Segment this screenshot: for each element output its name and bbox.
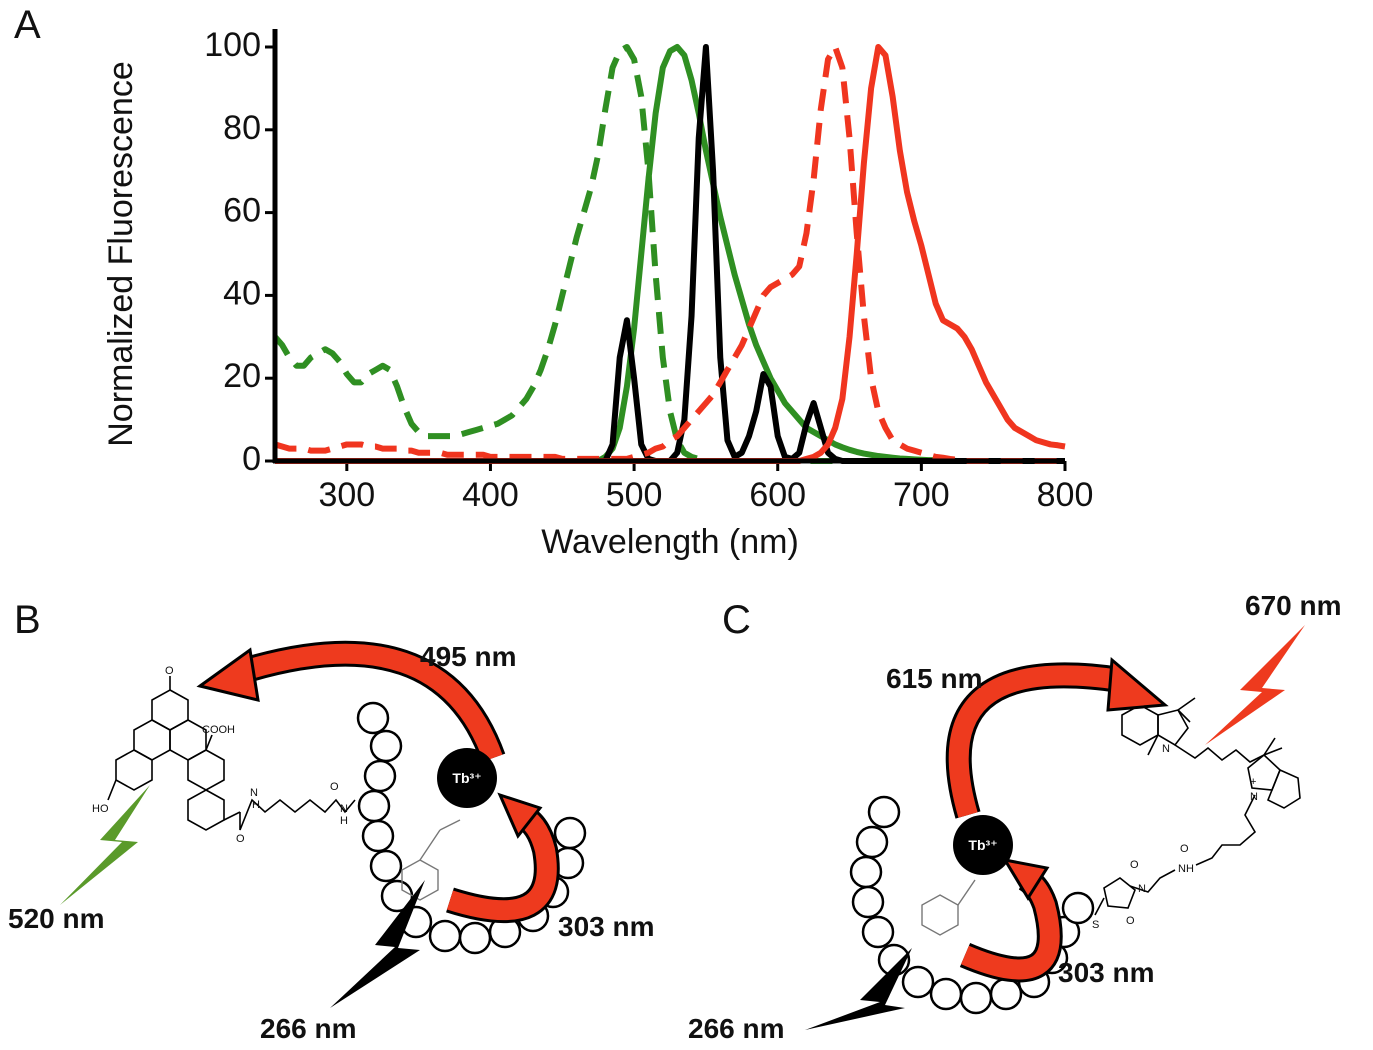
lightning bbox=[805, 948, 912, 1030]
atom-label: S bbox=[1092, 919, 1099, 931]
arrow-head bbox=[196, 647, 260, 702]
lightning bbox=[60, 785, 150, 905]
atom-label: + bbox=[1250, 776, 1256, 788]
series-line bbox=[272, 44, 1065, 464]
fluorescein: O COOH HO O N H O N H bbox=[92, 665, 356, 845]
atom-label: COOH bbox=[202, 724, 235, 736]
wavelength-label: 520 nm bbox=[8, 903, 105, 934]
x-tick-label: 300 bbox=[318, 476, 375, 514]
x-tick-label: 600 bbox=[749, 476, 806, 514]
atom-label: H bbox=[252, 799, 260, 811]
atom-label: N bbox=[1162, 743, 1170, 755]
wavelength-label: 670 nm bbox=[1245, 590, 1342, 621]
wavelength-label: 303 nm bbox=[558, 911, 655, 942]
series-line bbox=[274, 44, 1065, 464]
y-tick-label: 0 bbox=[242, 440, 261, 478]
lightning bbox=[330, 880, 425, 1008]
x-tick-label: 800 bbox=[1037, 476, 1094, 514]
wavelength-label: 266 nm bbox=[260, 1013, 357, 1044]
y-tick-label: 60 bbox=[223, 192, 261, 230]
diagram-c: N N + NH O O N O S Tb³⁺ bbox=[688, 590, 1342, 1044]
arrow-head bbox=[1106, 656, 1169, 712]
atom-label: O bbox=[236, 833, 245, 845]
panel-label: A bbox=[14, 3, 41, 47]
atom-label: N bbox=[340, 803, 348, 815]
cyanine-dye: N N + NH O O N O S bbox=[1092, 697, 1301, 931]
atom-label: N bbox=[1138, 883, 1146, 895]
x-tick-label: 700 bbox=[893, 476, 950, 514]
atom-label: N bbox=[250, 787, 258, 799]
terbium-ion bbox=[437, 748, 497, 808]
x-tick-label: 400 bbox=[462, 476, 519, 514]
wavelength-label: 303 nm bbox=[1058, 957, 1155, 988]
atom-label: O bbox=[1126, 915, 1135, 927]
panel-label: B bbox=[14, 598, 41, 642]
wavelength-label: 266 nm bbox=[688, 1013, 785, 1044]
atom-label: NH bbox=[1178, 863, 1194, 875]
panel-label: C bbox=[722, 598, 751, 642]
atom-label: O bbox=[1130, 859, 1139, 871]
diagram-b: O COOH HO O N H O N H bbox=[8, 640, 655, 1044]
terbium-label: Tb³⁺ bbox=[968, 837, 997, 853]
y-tick-label: 100 bbox=[204, 26, 261, 64]
y-tick-label: 20 bbox=[223, 357, 261, 395]
atom-label: HO bbox=[92, 803, 109, 815]
atom-label: O bbox=[165, 665, 174, 677]
atom-label: O bbox=[1180, 843, 1189, 855]
arrow-head bbox=[497, 792, 543, 839]
spectra-chart: 0 20 40 60 80 100 300 400 500 600 700 800 Wavelength… bbox=[102, 26, 1093, 561]
atom-label: O bbox=[330, 781, 339, 793]
y-axis-title: Normalized Fluorescence bbox=[102, 61, 140, 447]
wavelength-label: 615 nm bbox=[886, 663, 983, 694]
atom-label: H bbox=[340, 815, 348, 827]
x-tick-label: 500 bbox=[606, 476, 663, 514]
lightning bbox=[1205, 625, 1305, 745]
x-axis-title: Wavelength (nm) bbox=[541, 523, 799, 561]
terbium-label: Tb³⁺ bbox=[452, 770, 481, 786]
y-tick-label: 40 bbox=[223, 274, 261, 312]
terbium-ion bbox=[953, 815, 1013, 875]
atom-label: N bbox=[1250, 791, 1258, 803]
y-tick-label: 80 bbox=[223, 109, 261, 147]
arrow-head bbox=[1001, 857, 1050, 901]
wavelength-label: 495 nm bbox=[420, 641, 517, 672]
